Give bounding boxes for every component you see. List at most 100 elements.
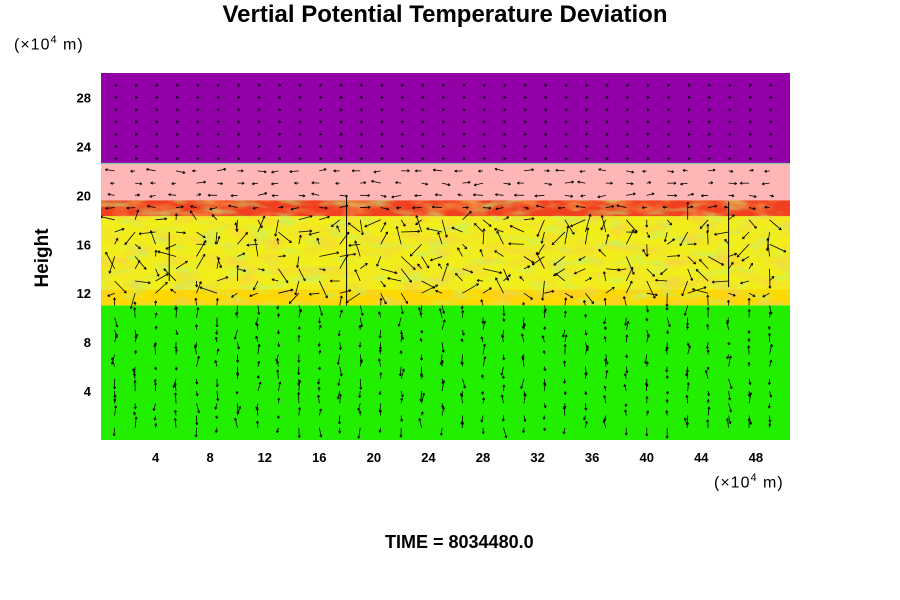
wind-arrow	[237, 144, 241, 148]
wind-arrow	[519, 276, 525, 282]
wind-arrow	[150, 181, 156, 185]
wind-arrow	[278, 83, 282, 87]
wind-arrow	[749, 108, 752, 112]
wind-arrow	[460, 354, 464, 365]
wind-arrow	[401, 229, 421, 234]
wind-arrow	[562, 427, 566, 435]
wind-arrow	[461, 310, 465, 318]
wind-arrow	[622, 296, 627, 306]
wind-arrow	[597, 194, 606, 199]
wind-arrow	[339, 144, 343, 148]
wind-arrow	[114, 108, 118, 112]
wind-arrow	[476, 279, 484, 283]
wind-arrow	[421, 108, 425, 112]
wind-arrow	[462, 144, 466, 148]
wind-arrow	[214, 403, 218, 410]
wind-arrow	[479, 249, 484, 257]
wind-arrow	[605, 205, 615, 209]
wind-arrow	[768, 268, 772, 289]
wind-arrow	[728, 355, 732, 367]
wind-arrow	[542, 415, 546, 420]
wind-arrow	[114, 157, 118, 161]
wind-arrow	[329, 279, 340, 283]
wind-arrow	[558, 206, 565, 210]
wind-arrow	[175, 231, 186, 235]
wind-arrow	[319, 157, 322, 161]
wind-arrow	[294, 181, 299, 185]
x-tick-label: 16	[312, 450, 326, 465]
wind-arrow	[134, 209, 140, 220]
wind-arrow	[194, 324, 199, 330]
wind-arrow	[234, 417, 238, 428]
wind-arrow	[583, 300, 587, 306]
wind-arrow	[288, 292, 300, 304]
wind-arrow	[194, 342, 198, 348]
wind-arrow	[298, 234, 302, 245]
wind-arrow	[155, 95, 159, 100]
wind-arrow	[298, 215, 313, 221]
wind-arrow	[426, 227, 443, 233]
wind-arrow	[419, 305, 423, 316]
wind-arrow	[724, 238, 729, 245]
wind-arrow	[645, 427, 649, 437]
wind-arrow	[523, 120, 527, 124]
wind-arrow	[377, 358, 382, 367]
wind-arrow	[170, 288, 177, 294]
wind-arrow	[339, 366, 343, 377]
wind-arrow	[196, 95, 200, 100]
wind-arrow	[175, 260, 188, 270]
wind-arrow	[503, 268, 510, 281]
wind-arrow	[585, 132, 589, 136]
wind-arrow	[216, 276, 229, 282]
wind-arrow	[603, 317, 607, 325]
wind-arrow	[271, 194, 279, 198]
wind-arrow	[687, 205, 694, 209]
time-label: TIME = 8034480.0	[385, 532, 534, 552]
wind-arrow	[521, 317, 525, 329]
wind-arrow	[114, 227, 125, 233]
wind-arrow	[278, 205, 284, 209]
wind-arrow	[255, 403, 259, 410]
wind-arrow	[233, 329, 238, 340]
wind-arrow	[105, 168, 115, 172]
wind-arrow	[460, 338, 464, 343]
wind-arrow	[380, 207, 390, 211]
wind-arrow	[196, 157, 200, 161]
wind-arrow	[358, 391, 362, 398]
wind-arrow	[605, 286, 615, 294]
wind-arrow	[706, 349, 710, 355]
wind-arrow	[319, 95, 322, 100]
wind-arrow	[297, 392, 301, 404]
wind-arrow	[336, 390, 341, 400]
wind-arrow	[360, 193, 371, 198]
wind-arrow	[360, 95, 363, 100]
wind-arrow	[605, 108, 609, 112]
wind-arrow	[748, 392, 753, 404]
wind-arrow	[667, 181, 677, 185]
wind-arrow	[216, 167, 227, 172]
wind-arrow	[473, 182, 484, 187]
wind-arrow	[768, 415, 772, 423]
wind-arrow	[237, 132, 241, 136]
wind-arrow	[666, 238, 675, 245]
wind-arrow	[276, 313, 281, 318]
wind-arrow	[626, 182, 634, 186]
wind-arrow	[437, 231, 443, 245]
wind-arrow	[691, 288, 709, 294]
wind-arrow	[767, 378, 771, 385]
wind-arrow	[165, 243, 177, 250]
wind-arrow	[728, 120, 732, 124]
wind-arrow	[616, 204, 627, 208]
wind-arrow	[311, 192, 320, 196]
wind-arrow	[235, 305, 239, 315]
wind-arrow	[441, 262, 449, 282]
wind-arrow	[400, 397, 404, 404]
wind-arrow	[318, 280, 328, 299]
wind-arrow	[414, 169, 422, 173]
wind-arrow	[665, 375, 669, 379]
x-axis-unit: (×104 m)	[714, 472, 784, 492]
wind-arrow	[681, 280, 689, 297]
wind-arrow	[196, 120, 200, 124]
wind-arrow	[617, 268, 627, 272]
wind-arrow	[585, 277, 592, 282]
